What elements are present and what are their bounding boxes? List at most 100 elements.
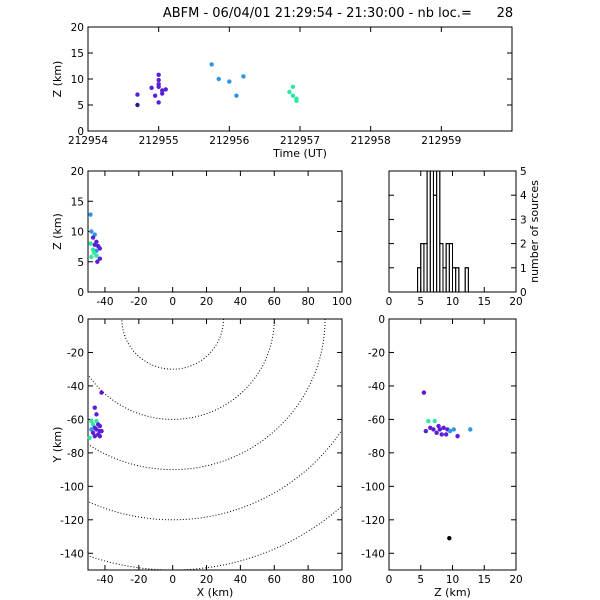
figure-title: ABFM - 06/04/01 21:29:54 - 21:30:00 - nb… xyxy=(163,6,513,21)
x-tick-label: 0 xyxy=(169,296,176,308)
y-tick-label: 15 xyxy=(71,48,84,60)
x-tick-label: 10 xyxy=(446,296,459,308)
data-point xyxy=(437,427,442,432)
data-point xyxy=(89,418,94,424)
x-tick-label: 0 xyxy=(169,574,176,586)
data-point xyxy=(89,254,94,260)
data-point xyxy=(135,92,140,97)
data-point xyxy=(92,405,97,410)
data-point xyxy=(87,435,92,441)
y-tick-label: -100 xyxy=(60,481,84,493)
x-tick-label: 212956 xyxy=(209,135,249,147)
y-tick-label: -40 xyxy=(67,381,84,393)
x-tick-label: 20 xyxy=(509,574,522,586)
data-point xyxy=(468,427,473,432)
y-tick-label: -20 xyxy=(67,347,84,359)
x-tick-label: 100 xyxy=(332,296,352,308)
plot-frame xyxy=(388,318,517,571)
x-tick-label: 5 xyxy=(417,574,424,586)
y-axis-label: Y (km) xyxy=(51,427,64,464)
data-point xyxy=(90,235,96,240)
x-axis-label: Z (km) xyxy=(434,586,471,599)
y-tick-label: 5 xyxy=(77,100,84,112)
x-tick-label: 20 xyxy=(200,574,213,586)
data-point xyxy=(294,98,299,104)
range-ring xyxy=(88,319,326,471)
y-tick-label: 3 xyxy=(520,214,527,226)
data-point xyxy=(209,62,214,67)
y-tick-label: -60 xyxy=(67,414,84,426)
data-point xyxy=(94,427,99,432)
data-point xyxy=(156,77,161,83)
data-point xyxy=(290,84,296,90)
data-point xyxy=(421,390,427,395)
data-point xyxy=(149,85,154,91)
data-point xyxy=(443,432,449,437)
data-point xyxy=(434,430,439,435)
y-tick-label: 5 xyxy=(520,166,527,178)
data-point xyxy=(135,102,140,108)
data-point xyxy=(163,87,168,92)
panel-plan_view: -40 -20 0 20 40 60 80 100 -140 -120 -100 -80 -60 -40 -… xyxy=(51,314,352,599)
data-point xyxy=(99,428,104,434)
x-tick-label: 0 xyxy=(386,574,393,586)
y-tick-label: -100 xyxy=(361,481,385,493)
data-point xyxy=(89,427,94,432)
histogram-bar xyxy=(436,170,441,293)
histogram-bar xyxy=(464,267,469,293)
x-tick-label: 40 xyxy=(234,574,247,586)
data-point xyxy=(439,432,444,437)
plot-frame xyxy=(87,170,343,293)
data-point xyxy=(156,100,161,105)
y-tick-label: 0 xyxy=(77,314,84,326)
y-tick-label: 0 xyxy=(77,126,84,138)
x-tick-label: 5 xyxy=(417,296,424,308)
data-point xyxy=(156,72,161,78)
plot-frame xyxy=(87,318,343,571)
data-point xyxy=(156,84,161,90)
data-point xyxy=(92,242,97,248)
x-tick-label: -20 xyxy=(130,574,147,586)
x-tick-label: 80 xyxy=(301,574,314,586)
data-point xyxy=(431,427,436,432)
y-axis-label: number of sources xyxy=(528,180,541,283)
data-point xyxy=(160,88,165,93)
x-axis-label: X (km) xyxy=(197,586,234,599)
x-tick-label: 40 xyxy=(234,296,247,308)
data-point xyxy=(436,423,441,429)
y-tick-label: 1 xyxy=(520,263,527,275)
data-point xyxy=(234,93,239,98)
y-tick-label: -140 xyxy=(361,548,385,560)
data-point xyxy=(94,412,99,417)
data-point xyxy=(287,89,292,95)
x-tick-label: 212954 xyxy=(68,135,108,147)
data-point xyxy=(426,418,431,424)
x-tick-label: 15 xyxy=(478,574,491,586)
x-tick-label: 10 xyxy=(446,574,459,586)
y-axis-label: Z (km) xyxy=(51,61,64,98)
data-point xyxy=(89,229,94,234)
y-tick-label: -140 xyxy=(60,548,84,560)
x-axis-label: Time (UT) xyxy=(272,147,327,160)
y-tick-label: 15 xyxy=(71,196,84,208)
x-tick-label: 212958 xyxy=(351,135,391,147)
panel-xz_plane: -40 -20 0 20 40 60 80 100 0 5 10 15 20 Z (km) xyxy=(51,166,352,308)
y-tick-label: 2 xyxy=(520,239,527,251)
plot-frame xyxy=(87,26,513,132)
data-point xyxy=(447,428,453,434)
x-tick-label: 212959 xyxy=(421,135,461,147)
data-point xyxy=(95,259,100,264)
y-tick-label: 20 xyxy=(71,166,84,178)
y-tick-label: -80 xyxy=(67,448,84,460)
x-tick-label: -40 xyxy=(96,574,113,586)
x-tick-label: 20 xyxy=(200,296,213,308)
x-tick-label: 60 xyxy=(268,574,281,586)
y-tick-label: -120 xyxy=(60,515,84,527)
data-point xyxy=(99,390,104,395)
x-tick-label: 100 xyxy=(332,574,352,586)
x-tick-label: -40 xyxy=(96,296,113,308)
y-tick-label: 10 xyxy=(71,227,84,239)
data-point xyxy=(447,536,452,541)
